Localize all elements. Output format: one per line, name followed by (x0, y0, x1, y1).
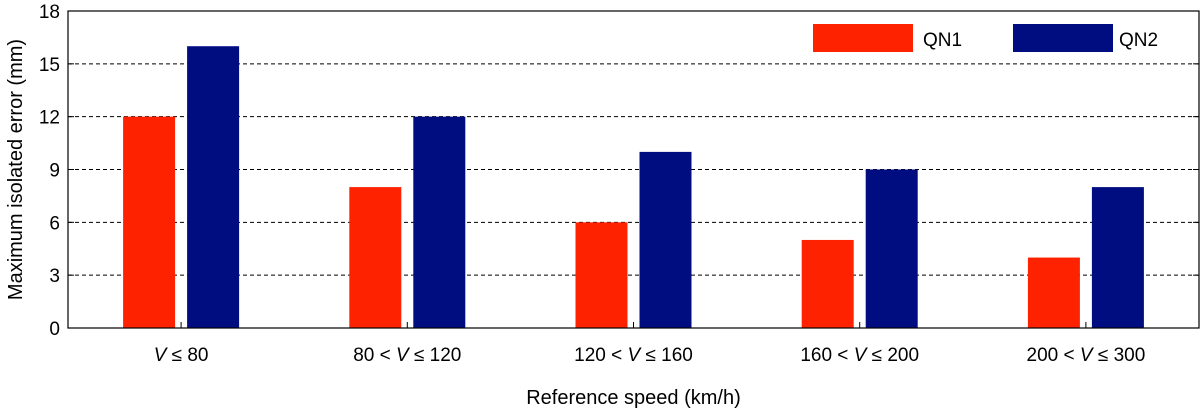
x-tick-label-part: V (627, 345, 642, 366)
legend-swatch-qn1 (813, 24, 913, 52)
x-tick-label-part: 120 < (574, 345, 627, 366)
x-tick-label: 80 < V ≤ 120 (353, 345, 461, 366)
legend-swatch-qn2 (1013, 24, 1113, 52)
bar-qn2-3 (865, 169, 918, 328)
bar-qn2-4 (1091, 187, 1144, 328)
bar-qn1-0 (123, 116, 176, 329)
x-tick-label: V ≤ 80 (154, 345, 209, 366)
bar-qn1-1 (349, 187, 402, 328)
x-tick-label-part: 200 < (1027, 345, 1080, 366)
bar-qn2-1 (413, 116, 466, 329)
legend-label-qn2: QN2 (1119, 30, 1158, 51)
x-tick-label-part: V (854, 345, 869, 366)
x-tick-label-part: ≤ 200 (866, 345, 919, 366)
x-tick-label-part: 80 < (353, 345, 396, 366)
x-tick-label: 160 < V ≤ 200 (800, 345, 919, 366)
x-tick-label: 200 < V ≤ 300 (1027, 345, 1146, 366)
x-tick-label-part: ≤ 80 (166, 345, 208, 366)
y-tick-label: 3 (49, 266, 60, 287)
bar-qn1-3 (801, 239, 854, 328)
x-tick-label-part: 160 < (800, 345, 853, 366)
legend-label-qn1: QN1 (923, 30, 962, 51)
x-tick-label: 120 < V ≤ 160 (574, 345, 693, 366)
y-tick-label: 15 (39, 55, 60, 76)
y-axis-title: Maximum isolated error (mm) (5, 39, 27, 300)
x-tick-label-part: ≤ 300 (1093, 345, 1146, 366)
y-tick-label: 0 (49, 319, 60, 340)
y-tick-label: 9 (49, 161, 60, 182)
x-axis-title: Reference speed (km/h) (526, 387, 741, 409)
bar-qn1-4 (1027, 257, 1080, 328)
y-tick-label: 6 (49, 213, 60, 234)
y-tick-label: 18 (39, 2, 60, 23)
bar-qn2-0 (187, 46, 240, 328)
x-tick-label-part: V (396, 345, 411, 366)
x-tick-label-part: V (1080, 345, 1095, 366)
y-tick-label: 12 (39, 108, 60, 129)
bar-qn1-2 (575, 222, 628, 328)
x-tick-label-part: ≤ 160 (640, 345, 693, 366)
x-tick-label-part: V (154, 345, 169, 366)
bar-qn2-2 (639, 151, 692, 328)
x-tick-label-part: ≤ 120 (409, 345, 462, 366)
legend: QN1 QN2 (813, 24, 1158, 52)
